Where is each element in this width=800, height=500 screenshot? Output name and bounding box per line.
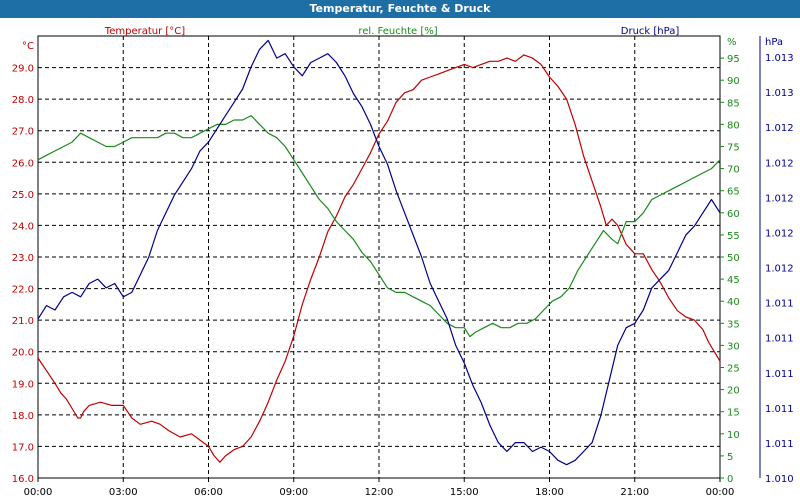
x-tick-label-time: 15:00 [450, 487, 479, 498]
line-chart: 16.0 17.0 18.0 19.0 20.0 21.0 22.0 23.0 24.0 25.0… [12, 26, 794, 498]
series-lines [37, 39, 721, 466]
y-tick-label-pressure: 1.011 [765, 369, 794, 380]
humidity-unit-label: % [727, 37, 737, 48]
y-tick-label-temperature: 16.0 [12, 474, 34, 485]
y-tick-label-humidity: 70 [727, 165, 740, 176]
y-tick-label-humidity: 15 [727, 408, 740, 419]
y-tick-label-temperature: 25.0 [12, 190, 34, 201]
y-tick-label-pressure: 1.011 [765, 334, 794, 345]
y-tick-label-humidity: 20 [727, 386, 740, 397]
y-tick-label-humidity: 90 [727, 76, 740, 87]
y-tick-label-pressure: 1.011 [765, 404, 794, 415]
y-tick-label-temperature: 17.0 [12, 442, 34, 453]
chart-title-bar: Temperatur, Feuchte & Druck [0, 0, 800, 18]
y-tick-label-temperature: 18.0 [12, 411, 34, 422]
x-tick-label-time: 00:00 [706, 487, 735, 498]
x-tick-label-time: 09:00 [279, 487, 308, 498]
y-tick-label-temperature: 23.0 [12, 253, 34, 264]
x-tick-label-time: 06:00 [194, 487, 223, 498]
y-tick-label-temperature: 29.0 [12, 64, 34, 75]
series-line-humidity [37, 115, 721, 338]
y-tick-label-temperature: 27.0 [12, 127, 34, 138]
y-tick-label-pressure: 1.012 [765, 228, 794, 239]
y-tick-label-humidity: 65 [727, 187, 740, 198]
y-tick-label-temperature: 28.0 [12, 95, 34, 106]
y-tick-label-pressure: 1.012 [765, 264, 794, 275]
y-tick-label-humidity: 95 [727, 54, 740, 65]
y-tick-label-humidity: 45 [727, 275, 740, 286]
series-header-temperature: Temperatur [°C] [104, 26, 185, 37]
series-line-pressure [37, 39, 721, 466]
series-line-temperature [37, 54, 721, 463]
y-tick-label-temperature: 22.0 [12, 285, 34, 296]
temperature-unit-label: °C [22, 41, 34, 52]
x-tick-label-time: 00:00 [24, 487, 53, 498]
y-tick-label-pressure: 1.011 [765, 439, 794, 450]
x-tick-label-time: 18:00 [535, 487, 564, 498]
axes: 16.0 17.0 18.0 19.0 20.0 21.0 22.0 23.0 24.0 25.0… [12, 26, 794, 498]
chart-title: Temperatur, Feuchte & Druck [309, 2, 491, 15]
y-tick-label-temperature: 19.0 [12, 379, 34, 390]
y-tick-label-pressure: 1.011 [765, 299, 794, 310]
y-tick-label-pressure: 1.010 [765, 474, 794, 485]
series-header-humidity: rel. Feuchte [%] [358, 26, 437, 37]
y-tick-label-pressure: 1.012 [765, 193, 794, 204]
y-tick-label-temperature: 20.0 [12, 348, 34, 359]
y-tick-label-pressure: 1.013 [765, 88, 794, 99]
y-tick-label-humidity: 30 [727, 341, 740, 352]
pressure-unit-label: hPa [765, 37, 783, 48]
y-tick-label-temperature: 21.0 [12, 316, 34, 327]
y-tick-label-humidity: 5 [727, 452, 733, 463]
x-tick-label-time: 12:00 [365, 487, 394, 498]
y-tick-label-pressure: 1.013 [765, 53, 794, 64]
grid-lines [38, 36, 720, 478]
y-tick-label-humidity: 25 [727, 364, 740, 375]
x-tick-label-time: 21:00 [620, 487, 649, 498]
y-tick-label-humidity: 75 [727, 143, 740, 154]
y-tick-label-humidity: 85 [727, 98, 740, 109]
y-tick-label-humidity: 60 [727, 209, 740, 220]
x-tick-label-time: 03:00 [109, 487, 138, 498]
y-tick-label-humidity: 80 [727, 120, 740, 131]
y-tick-label-humidity: 10 [727, 430, 740, 441]
y-tick-label-humidity: 50 [727, 253, 740, 264]
y-tick-label-pressure: 1.012 [765, 158, 794, 169]
y-tick-label-pressure: 1.012 [765, 123, 794, 134]
y-tick-label-humidity: 55 [727, 231, 740, 242]
series-header-pressure: Druck [hPa] [621, 26, 680, 37]
y-tick-label-humidity: 40 [727, 297, 740, 308]
y-tick-label-temperature: 26.0 [12, 158, 34, 169]
y-tick-label-temperature: 24.0 [12, 221, 34, 232]
y-tick-label-humidity: 35 [727, 319, 740, 330]
y-tick-label-humidity: 0 [727, 474, 733, 485]
